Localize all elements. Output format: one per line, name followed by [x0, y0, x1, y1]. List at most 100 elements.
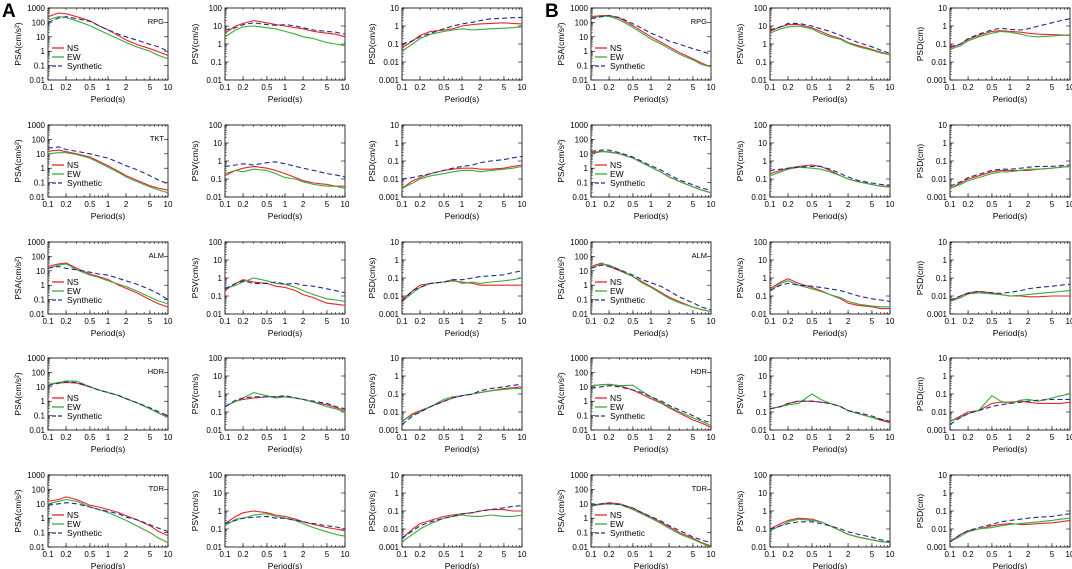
y-tick-label: 10 [938, 354, 947, 363]
legend-label-ns: NS [67, 393, 79, 403]
plot-grid: 0.1 0.2 0.5 1 2 5 10Period(s)10001001010.10.01… [13, 4, 1072, 569]
y-axis-label: PSA(cm/s²) [556, 256, 566, 300]
y-tick-label: 10 [213, 22, 222, 31]
chart-b-rpg-0: 0.1 0.2 0.5 1 2 5 10Period(s)10001001010.10.01… [556, 4, 716, 104]
y-tick-label: 1 [584, 164, 589, 173]
plot-frame [401, 474, 523, 548]
x-axis-label: Period(s) [813, 561, 848, 569]
x-axis-label: Period(s) [634, 561, 669, 569]
x-axis-label: Period(s) [634, 94, 669, 104]
plot-frame [949, 7, 1071, 81]
x-tick-label: 0.5 [261, 550, 273, 559]
y-tick-label: 0.1 [34, 179, 46, 188]
x-tick-label: 5 [691, 200, 696, 209]
y-tick-label: 0.1 [756, 58, 768, 67]
y-axis-label: PSD(cm/s) [367, 490, 377, 531]
series-ew-line [770, 280, 890, 308]
x-tick-label: 0.2 [60, 200, 72, 209]
y-tick-label: 0.1 [34, 62, 46, 71]
station-label: RPG [691, 17, 707, 26]
x-tick-label: 1 [106, 433, 111, 442]
y-tick-label: 10 [36, 383, 45, 392]
plot-frame [949, 357, 1071, 431]
x-tick-label: 0.5 [986, 200, 998, 209]
series-ns-line [48, 381, 168, 418]
x-tick-label: 0.5 [438, 433, 450, 442]
y-tick-label: 100 [209, 238, 223, 247]
x-tick-label: 1 [828, 83, 833, 92]
y-tick-label: 1 [41, 281, 46, 290]
x-tick-label: 5 [691, 317, 696, 326]
y-tick-label: 0.1 [34, 529, 46, 538]
x-tick-label: 0.2 [782, 317, 794, 326]
plot-frame [949, 474, 1071, 548]
legend-label-ew: EW [610, 286, 624, 296]
x-tick-label: 0.5 [84, 433, 96, 442]
plot-frame [769, 357, 891, 431]
y-tick-label: 0.01 [751, 193, 767, 202]
y-tick-label: 0.01 [29, 76, 45, 85]
x-tick-label: 0.1 [764, 200, 776, 209]
y-tick-label: 0.01 [572, 310, 588, 319]
x-axis-label: Period(s) [993, 94, 1028, 104]
station-label: TKT [150, 134, 165, 143]
y-axis-label: PSV(cm/s) [190, 491, 200, 532]
series-synthetic-line [591, 14, 711, 55]
x-tick-label: 1 [106, 317, 111, 326]
x-axis-label: Period(s) [91, 94, 126, 104]
x-tick-label: 2 [667, 83, 672, 92]
y-tick-label: 0.01 [206, 426, 222, 435]
y-axis-label: PSD(cm) [915, 494, 925, 529]
y-tick-label: 10 [390, 238, 399, 247]
legend-label-synthetic: Synthetic [610, 295, 646, 305]
series-synthetic-line [770, 282, 890, 302]
y-tick-label: 0.1 [211, 58, 223, 67]
x-tick-label: 5 [325, 200, 330, 209]
legend-label-synthetic: Synthetic [610, 528, 646, 538]
series-synthetic-line [402, 505, 522, 539]
y-tick-label: 10 [938, 471, 947, 480]
plot-frame [401, 241, 523, 315]
x-axis-label: Period(s) [813, 328, 848, 338]
x-tick-label: 0.1 [42, 83, 54, 92]
y-tick-label: 1 [41, 514, 46, 523]
series-synthetic-line [591, 149, 711, 191]
x-tick-label: 0.1 [764, 550, 776, 559]
x-tick-label: 0.5 [806, 550, 818, 559]
y-tick-label: 10 [36, 33, 45, 42]
y-tick-label: 1 [395, 256, 400, 265]
y-tick-label: 0.001 [379, 310, 400, 319]
y-tick-label: 0.01 [206, 543, 222, 552]
y-tick-label: 1000 [570, 238, 588, 247]
x-tick-label: 0.1 [585, 550, 597, 559]
x-tick-label: 5 [148, 83, 153, 92]
y-tick-label: 0.1 [34, 412, 46, 421]
x-tick-label: 2 [846, 550, 851, 559]
series-ew-line [48, 152, 168, 194]
x-tick-label: 0.1 [585, 83, 597, 92]
x-tick-label: 0.5 [261, 200, 273, 209]
x-tick-label: 5 [502, 550, 507, 559]
series-ns-line [225, 279, 345, 306]
x-tick-label: 1 [460, 317, 465, 326]
x-tick-label: 1 [649, 200, 654, 209]
y-tick-label: 100 [32, 18, 46, 27]
station-label: HDR [148, 367, 165, 376]
series-ew-line [402, 165, 522, 189]
y-tick-label: 0.001 [379, 543, 400, 552]
x-axis-label: Period(s) [445, 94, 480, 104]
y-tick-label: 10 [36, 500, 45, 509]
y-tick-label: 100 [32, 368, 46, 377]
panel-letter-a: A [2, 1, 16, 22]
y-tick-label: 0.001 [379, 76, 400, 85]
x-tick-label: 10 [886, 200, 895, 209]
x-tick-label: 5 [870, 83, 875, 92]
x-tick-label: 2 [478, 433, 483, 442]
y-tick-label: 100 [209, 4, 223, 13]
y-axis-label: PSD(cm) [915, 261, 925, 296]
x-axis-label: Period(s) [634, 444, 669, 454]
y-axis-label: PSV(cm/s) [735, 24, 745, 65]
plot-frame [224, 474, 346, 548]
x-tick-label: 0.2 [782, 83, 794, 92]
x-tick-label: 0.5 [438, 550, 450, 559]
